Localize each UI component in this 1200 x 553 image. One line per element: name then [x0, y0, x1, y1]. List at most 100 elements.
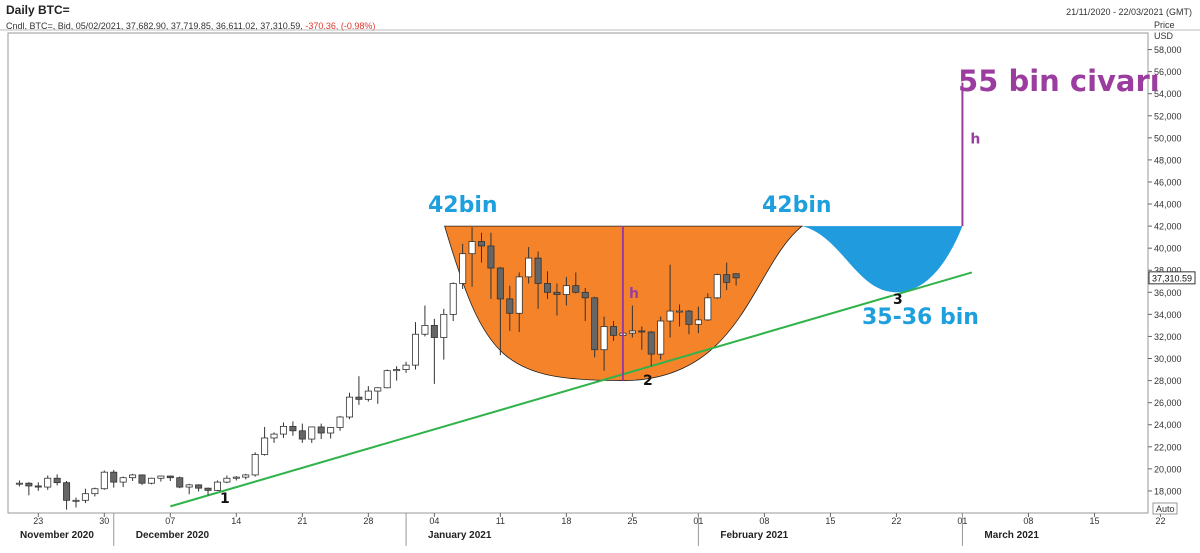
touch-point-3: 3 [893, 292, 903, 308]
currency-label: USD [1154, 31, 1174, 41]
x-tick-label: 30 [99, 516, 109, 526]
candle-body [393, 369, 401, 372]
candle-body [81, 493, 89, 501]
month-label: December 2020 [136, 530, 210, 541]
y-tick-label: 40,000 [1154, 244, 1182, 254]
x-tick-label: 21 [297, 516, 307, 526]
candle-body [147, 477, 155, 484]
candle-body [261, 437, 269, 455]
candle-body [336, 416, 344, 428]
price-axis-title: Price [1154, 20, 1175, 30]
candle-body [430, 325, 438, 338]
candle-body [138, 474, 146, 484]
y-tick-label: 38,000 [1154, 266, 1182, 276]
candle-body [449, 283, 457, 315]
x-tick-label: 22 [1155, 516, 1165, 526]
candle-body [402, 364, 410, 370]
date-range-label: 21/11/2020 - 22/03/2021 (GMT) [1066, 7, 1192, 17]
candle-body [694, 319, 702, 325]
candle-body [15, 482, 23, 485]
candle-body [157, 475, 165, 479]
candle-body [242, 474, 250, 478]
y-tick-label: 48,000 [1154, 155, 1182, 165]
x-tick-label: 08 [1023, 516, 1033, 526]
y-tick-label: 36,000 [1154, 288, 1182, 298]
x-tick-label: 15 [825, 516, 835, 526]
x-tick-label: 23 [33, 516, 43, 526]
support-trendline [170, 271, 973, 508]
candle-body [666, 310, 674, 322]
candle-body [515, 276, 523, 314]
target-label: 55 bin civarı [958, 64, 1160, 98]
candle-body [572, 285, 580, 293]
candle-body [345, 396, 353, 418]
candle-body [732, 273, 740, 279]
candle-body [544, 283, 552, 293]
candle-body [223, 477, 231, 483]
y-tick-label: 20,000 [1154, 464, 1182, 474]
y-tick-label: 46,000 [1154, 177, 1182, 187]
last-price-label: 37,310.59 [1152, 273, 1192, 283]
candle-body [411, 333, 419, 366]
candle-body [421, 325, 429, 335]
ohlc-readout: Cndl, BTC=, Bid, 05/02/2021, 37,682.90, … [6, 21, 375, 31]
candle-body [298, 430, 306, 440]
candle-body [525, 257, 533, 278]
candle-body [166, 475, 174, 479]
touch-point-1: 1 [220, 491, 230, 507]
cup-height-label: h [629, 286, 639, 302]
candle-body [638, 330, 646, 333]
x-tick-label: 08 [759, 516, 769, 526]
candle-body [317, 426, 325, 434]
y-tick-label: 18,000 [1154, 486, 1182, 496]
candle-body [100, 471, 108, 490]
month-label: January 2021 [428, 530, 492, 541]
candle-body [487, 245, 495, 269]
candle-body [232, 476, 240, 479]
candle-body [355, 396, 363, 400]
candle-body [581, 291, 589, 299]
y-tick-label: 26,000 [1154, 398, 1182, 408]
candle-body [213, 481, 221, 491]
x-tick-label: 28 [363, 516, 373, 526]
x-tick-label: 07 [165, 516, 175, 526]
candle-body [270, 433, 278, 439]
y-tick-label: 28,000 [1154, 376, 1182, 386]
candle-body [119, 477, 127, 483]
y-tick-label: 44,000 [1154, 200, 1182, 210]
last-price-box [1148, 271, 1196, 285]
candle-body [289, 425, 297, 432]
y-tick-label: 54,000 [1154, 89, 1182, 99]
candle-body [468, 241, 476, 255]
candle-body [53, 477, 61, 484]
candle-body [704, 297, 712, 321]
candle-body [591, 297, 599, 351]
candle-body [251, 454, 259, 476]
candle-body [534, 257, 542, 284]
month-label: March 2021 [984, 530, 1039, 541]
candle-body [723, 274, 731, 283]
handle-low-label: 35-36 bin [862, 305, 979, 330]
candle-body [610, 326, 618, 336]
right-rim-label: 42bin [762, 193, 832, 218]
month-label: November 2020 [20, 530, 94, 541]
candle-body [110, 471, 118, 483]
candle-body [129, 474, 137, 479]
x-tick-label: 18 [561, 516, 571, 526]
candle-body [91, 488, 99, 495]
candle-body [25, 482, 33, 487]
candle-body [195, 484, 203, 489]
candle-body [685, 310, 693, 325]
handle-shape [802, 226, 963, 293]
candle-body [308, 426, 316, 440]
x-tick-label: 11 [496, 516, 505, 526]
touch-point-2: 2 [643, 373, 653, 389]
x-tick-label: 25 [627, 516, 637, 526]
x-tick-label: 15 [1089, 516, 1099, 526]
y-tick-label: 58,000 [1154, 45, 1182, 55]
left-rim-label: 42bin [428, 193, 498, 218]
candle-body [383, 370, 391, 389]
auto-scale-box [1152, 502, 1178, 515]
price-change: -370.36, (-0.98%) [305, 21, 376, 31]
